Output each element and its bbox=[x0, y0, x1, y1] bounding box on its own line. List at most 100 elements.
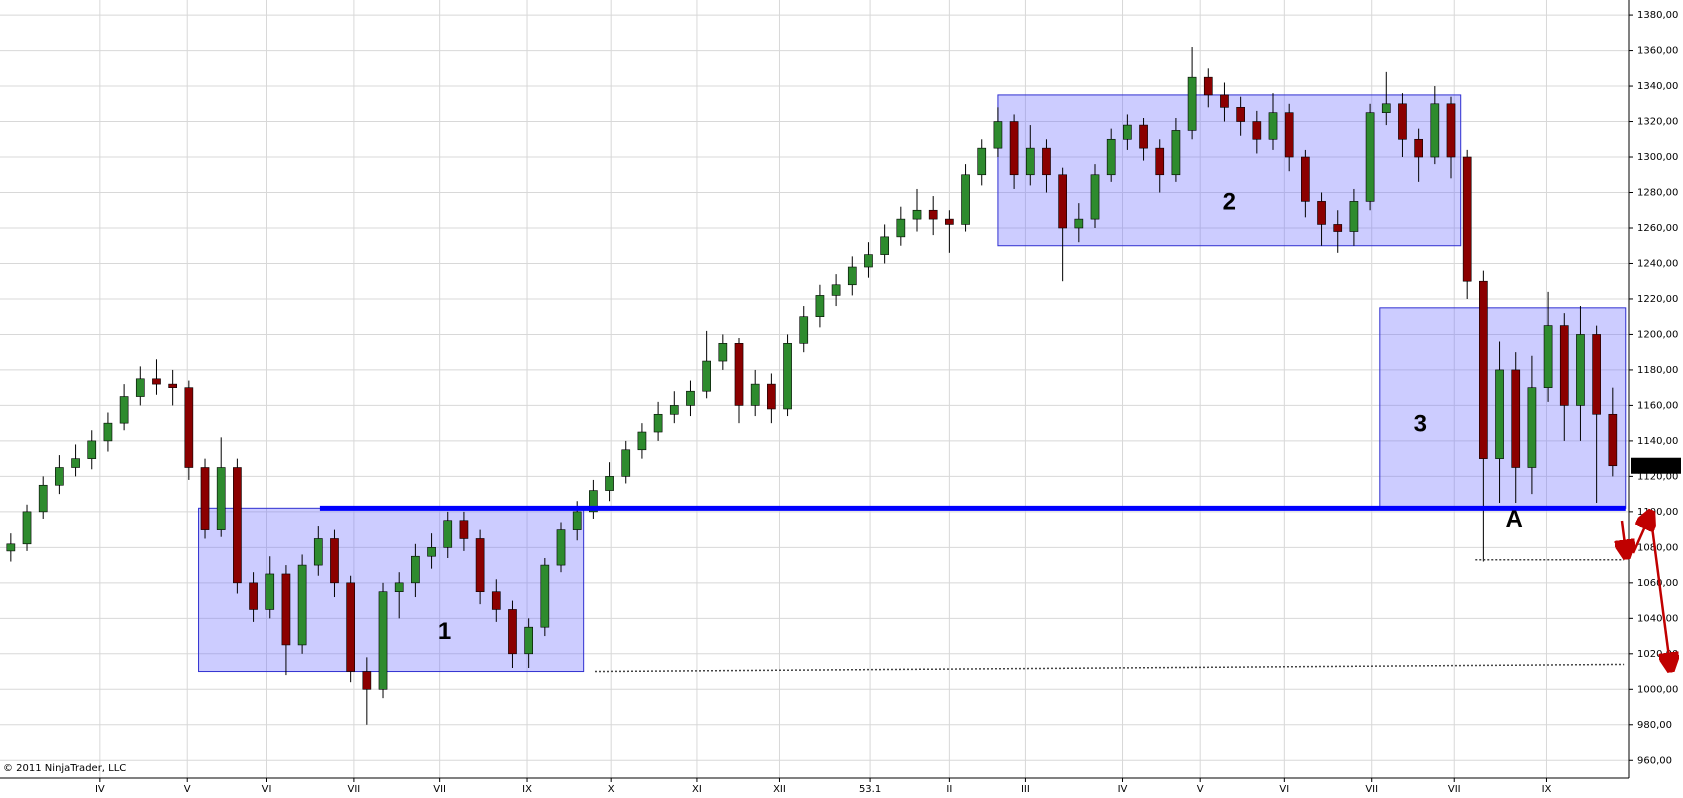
y-tick-label: 1140,00 bbox=[1637, 436, 1678, 447]
candle-body bbox=[1155, 147, 1165, 176]
candle-body bbox=[362, 671, 372, 690]
y-tick-label: 1240,00 bbox=[1637, 258, 1678, 269]
candle-body bbox=[1042, 147, 1051, 176]
x-tick-label: XI bbox=[692, 784, 702, 795]
candle-body bbox=[152, 378, 161, 385]
candles bbox=[6, 47, 1618, 725]
y-tick-label: 1320,00 bbox=[1637, 117, 1678, 128]
y-tick-label: 1200,00 bbox=[1637, 329, 1678, 340]
candle-body bbox=[767, 383, 776, 410]
candle-body bbox=[524, 626, 533, 655]
y-tick-label: 980,00 bbox=[1637, 720, 1672, 731]
candle-body bbox=[831, 284, 841, 296]
candle-body bbox=[281, 573, 291, 646]
x-tick-label: VII bbox=[1448, 784, 1461, 795]
candle-body bbox=[1090, 174, 1100, 220]
y-tick-label: 960,00 bbox=[1637, 755, 1672, 766]
candle-body bbox=[135, 378, 145, 397]
candle-body bbox=[1495, 369, 1504, 459]
candle-body bbox=[815, 295, 825, 318]
x-tick-label: VI bbox=[262, 784, 272, 795]
candle-body bbox=[38, 484, 48, 513]
arrows bbox=[1622, 517, 1670, 665]
candle-body bbox=[103, 422, 113, 442]
candle-body bbox=[1317, 201, 1326, 225]
plot-area bbox=[0, 0, 1629, 778]
candle-body bbox=[427, 547, 436, 557]
candle-body bbox=[184, 387, 194, 468]
candle-body bbox=[589, 490, 598, 513]
x-tick-label: IX bbox=[522, 784, 532, 795]
candle-body bbox=[945, 218, 954, 225]
candle-body bbox=[750, 383, 760, 406]
candle-body bbox=[1009, 121, 1019, 176]
y-tick-label: 1020,00 bbox=[1637, 649, 1678, 660]
candle-body bbox=[249, 582, 258, 610]
candle-body bbox=[216, 467, 226, 530]
candle-body bbox=[556, 529, 566, 566]
candle-body bbox=[702, 360, 711, 392]
candle-body bbox=[55, 467, 64, 486]
candle-body bbox=[928, 209, 938, 220]
candle-body bbox=[459, 520, 469, 539]
candle-body bbox=[1576, 334, 1585, 406]
x-tick-label: XII bbox=[773, 784, 786, 795]
candle-body bbox=[313, 538, 323, 566]
y-tick-label: 1080,00 bbox=[1637, 542, 1678, 553]
candle-body bbox=[1025, 147, 1035, 176]
candle-body bbox=[1187, 76, 1197, 131]
copyright: © 2011 NinjaTrader, LLC bbox=[3, 763, 126, 774]
candle-body bbox=[411, 555, 420, 584]
x-tick-label: VII bbox=[348, 784, 361, 795]
candle-body bbox=[508, 609, 517, 655]
candle-body bbox=[1430, 103, 1440, 158]
y-tick-label: 1280,00 bbox=[1637, 188, 1678, 199]
arrow bbox=[1622, 520, 1626, 552]
candle-body bbox=[1333, 224, 1343, 232]
y-tick-label: 1160,00 bbox=[1637, 400, 1678, 411]
x-tick-label: IV bbox=[1118, 784, 1128, 795]
candle-body bbox=[475, 538, 485, 593]
candle-body bbox=[491, 591, 501, 610]
candle-body bbox=[912, 209, 922, 220]
range-box bbox=[997, 94, 1462, 247]
candle-body bbox=[799, 316, 809, 344]
candle-body bbox=[200, 467, 210, 530]
candle-body bbox=[540, 564, 550, 628]
candle-body bbox=[993, 121, 1003, 149]
y-tick-label: 1100,00 bbox=[1637, 507, 1678, 518]
candle-body bbox=[1446, 103, 1456, 158]
candle-body bbox=[378, 591, 388, 690]
candle-body bbox=[686, 390, 695, 406]
candle-body bbox=[1608, 413, 1618, 467]
candle-body bbox=[265, 573, 275, 610]
candle-body bbox=[572, 511, 582, 530]
candle-body bbox=[1479, 280, 1488, 459]
candle-body bbox=[669, 405, 679, 415]
candle-body bbox=[1349, 201, 1359, 232]
y-tick-label: 1220,00 bbox=[1637, 294, 1678, 305]
dotted-line bbox=[594, 663, 1625, 673]
axes: 960,00 980,00 1000,00 1020,00 1040,00 1060,00… bbox=[95, 10, 1681, 795]
candle-body bbox=[443, 520, 453, 548]
candle-body bbox=[1462, 156, 1472, 282]
candle-body bbox=[1252, 121, 1262, 140]
candle-body bbox=[346, 582, 356, 672]
y-tick-label: 1260,00 bbox=[1637, 223, 1678, 234]
x-tick-label: IV bbox=[95, 784, 105, 795]
candle-body bbox=[1106, 138, 1116, 176]
candle-body bbox=[1203, 76, 1213, 96]
candle-body bbox=[1236, 107, 1245, 122]
candle-body bbox=[1398, 103, 1407, 140]
candle-body bbox=[1139, 124, 1148, 149]
candle-body bbox=[1559, 325, 1569, 406]
candle-body bbox=[783, 343, 792, 410]
annotations-front: 1 2 3 A bbox=[319, 188, 1626, 673]
candle-body bbox=[1171, 130, 1181, 176]
y-tick-label: 1060,00 bbox=[1637, 578, 1678, 589]
candle-body bbox=[977, 147, 987, 176]
last-price-tag bbox=[1631, 457, 1681, 474]
y-tick-label: 1000,00 bbox=[1637, 684, 1678, 695]
candle-body bbox=[168, 383, 178, 388]
